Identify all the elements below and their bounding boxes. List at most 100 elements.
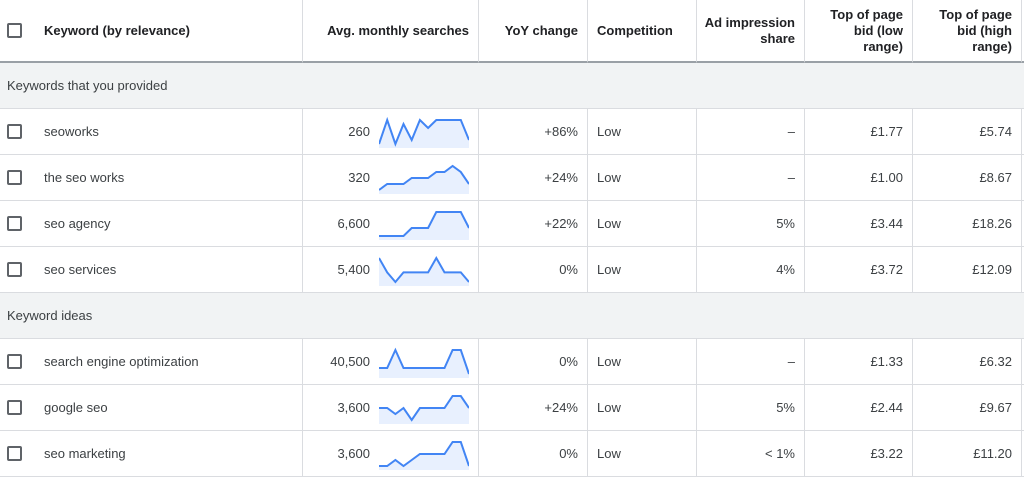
trend-sparkline[interactable] xyxy=(379,208,469,240)
bid-low-cell: £1.33 xyxy=(805,339,913,385)
yoy-cell: 0% xyxy=(479,431,588,477)
bid-high-cell: £9.67 xyxy=(913,385,1022,431)
searches-cell: 40,500 xyxy=(303,339,479,385)
header-bid-low-line1: Top of page xyxy=(830,6,903,22)
bid-high-cell: £5.74 xyxy=(913,109,1022,155)
competition-cell: Low xyxy=(588,109,697,155)
bid-low-cell: £3.72 xyxy=(805,247,913,293)
sparkline-area xyxy=(379,349,469,378)
yoy-cell: +24% xyxy=(479,385,588,431)
keyword-cell[interactable]: the seo works xyxy=(0,155,303,201)
header-bid-high-line3: range) xyxy=(972,38,1012,54)
impression-share-cell: – xyxy=(697,339,805,385)
row-checkbox[interactable] xyxy=(7,354,22,369)
sparkline-area xyxy=(379,119,469,148)
impression-share-cell: 4% xyxy=(697,247,805,293)
header-spacer xyxy=(1022,0,1024,63)
impression-share-cell: 5% xyxy=(697,201,805,247)
header-impression-label: Ad impression share xyxy=(705,15,795,47)
keyword-cell[interactable]: seoworks xyxy=(0,109,303,155)
header-yoy-label: YoY change xyxy=(504,23,578,38)
header-bid-high-line2: bid (high xyxy=(957,22,1012,38)
header-bid-low-line3: range) xyxy=(863,38,903,54)
sparkline-area xyxy=(379,395,469,424)
row-checkbox[interactable] xyxy=(7,262,22,277)
row-spacer xyxy=(1022,201,1024,247)
bid-high-cell: £12.09 xyxy=(913,247,1022,293)
bid-high-cell: £18.26 xyxy=(913,201,1022,247)
sparkline-area xyxy=(379,441,469,470)
searches-cell: 5,400 xyxy=(303,247,479,293)
header-searches[interactable]: Avg. monthly searches xyxy=(303,0,479,63)
keyword-cell[interactable]: seo services xyxy=(0,247,303,293)
impression-share-cell: < 1% xyxy=(697,431,805,477)
keyword-cell[interactable]: seo marketing xyxy=(0,431,303,477)
row-checkbox[interactable] xyxy=(7,124,22,139)
impression-share-cell: – xyxy=(697,155,805,201)
keyword-text: seo services xyxy=(44,262,117,277)
header-bid-high-line1: Top of page xyxy=(939,6,1012,22)
row-spacer xyxy=(1022,109,1024,155)
searches-value: 320 xyxy=(348,170,370,185)
yoy-cell: +86% xyxy=(479,109,588,155)
header-impression-line1: Ad impression xyxy=(704,14,795,30)
header-bid-high[interactable]: Top of page bid (high range) xyxy=(913,0,1022,63)
keyword-text: google seo xyxy=(44,400,108,415)
sparkline-line xyxy=(379,394,469,422)
row-checkbox[interactable] xyxy=(7,400,22,415)
header-searches-label: Avg. monthly searches xyxy=(327,23,469,38)
header-yoy[interactable]: YoY change xyxy=(479,0,588,63)
select-all-checkbox[interactable] xyxy=(7,23,22,38)
competition-cell: Low xyxy=(588,339,697,385)
competition-cell: Low xyxy=(588,385,697,431)
header-bid-low[interactable]: Top of page bid (low range) xyxy=(805,0,913,63)
searches-value: 3,600 xyxy=(337,400,370,415)
bid-low-cell: £1.77 xyxy=(805,109,913,155)
yoy-cell: +22% xyxy=(479,201,588,247)
yoy-cell: 0% xyxy=(479,247,588,293)
sparkline-line xyxy=(379,164,469,191)
sparkline-area xyxy=(379,211,469,240)
trend-sparkline[interactable] xyxy=(379,392,469,424)
searches-cell: 3,600 xyxy=(303,431,479,477)
trend-sparkline[interactable] xyxy=(379,346,469,378)
keyword-cell[interactable]: seo agency xyxy=(0,201,303,247)
row-checkbox[interactable] xyxy=(7,170,22,185)
trend-sparkline[interactable] xyxy=(379,116,469,148)
bid-high-cell: £11.20 xyxy=(913,431,1022,477)
keyword-cell[interactable]: google seo xyxy=(0,385,303,431)
row-spacer xyxy=(1022,339,1024,385)
searches-value: 5,400 xyxy=(337,262,370,277)
header-competition[interactable]: Competition xyxy=(588,0,697,63)
sparkline-area xyxy=(379,257,469,286)
searches-cell: 320 xyxy=(303,155,479,201)
keyword-text: the seo works xyxy=(44,170,125,185)
competition-cell: Low xyxy=(588,247,697,293)
searches-cell: 3,600 xyxy=(303,385,479,431)
row-checkbox[interactable] xyxy=(7,216,22,231)
yoy-cell: 0% xyxy=(479,339,588,385)
keyword-cell[interactable]: search engine optimization xyxy=(0,339,303,385)
impression-share-cell: – xyxy=(697,109,805,155)
header-competition-label: Competition xyxy=(597,23,673,38)
header-impression-share[interactable]: Ad impression share xyxy=(697,0,805,63)
searches-cell: 260 xyxy=(303,109,479,155)
bid-low-cell: £3.22 xyxy=(805,431,913,477)
header-bid-low-line2: bid (low xyxy=(853,22,903,38)
keyword-text: seo marketing xyxy=(44,446,126,461)
impression-share-cell: 5% xyxy=(697,385,805,431)
trend-sparkline[interactable] xyxy=(379,254,469,286)
header-keyword[interactable]: Keyword (by relevance) xyxy=(0,0,303,63)
trend-sparkline[interactable] xyxy=(379,162,469,194)
row-checkbox[interactable] xyxy=(7,446,22,461)
keyword-text: seoworks xyxy=(44,124,99,139)
trend-sparkline[interactable] xyxy=(379,438,469,470)
table-header: Keyword (by relevance) Avg. monthly sear… xyxy=(0,0,1024,63)
sparkline-line xyxy=(379,255,469,284)
searches-value: 6,600 xyxy=(337,216,370,231)
competition-cell: Low xyxy=(588,431,697,477)
searches-cell: 6,600 xyxy=(303,201,479,247)
bid-high-cell: £8.67 xyxy=(913,155,1022,201)
searches-value: 3,600 xyxy=(337,446,370,461)
competition-cell: Low xyxy=(588,201,697,247)
